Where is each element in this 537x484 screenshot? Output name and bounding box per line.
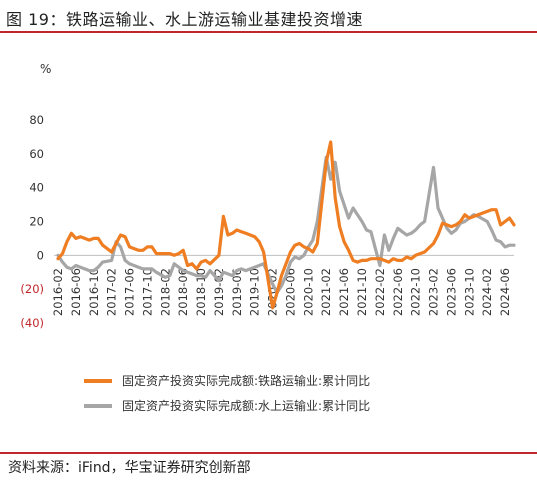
series-line [56,140,516,310]
figure-title: 图 19：铁路运输业、水上游运输业基建投资增速 [6,10,363,29]
line-chart: % 80 60 40 20 0 (20) (40) 2016-02 2016-06 2016-1… [20,62,516,413]
x-tick-label: 2024-06 [498,268,512,316]
x-tick-label: 2018-06 [176,268,190,316]
x-tick-label: 2022-02 [373,268,387,316]
series-lines [56,140,516,310]
x-tick-labels: 2016-02 2016-06 2016-10 2017-02 2017-06 2017-… [51,268,512,316]
x-tick-label: 2023-02 [427,268,441,316]
x-tick-label: 2021-02 [319,268,333,316]
y-tick-label: (40) [20,316,44,330]
figure-header: 图 19：铁路运输业、水上游运输业基建投资增速 [0,0,537,34]
axes-layer: % [40,62,514,256]
x-tick-label: 2022-06 [391,268,405,316]
title-rule [0,31,537,33]
figure-source: 资料来源：iFind，华宝证券研究创新部 [8,460,251,476]
legend: 固定资产投资实际完成额:铁路运输业:累计同比固定资产投资实际完成额:水上运输业:… [84,373,370,413]
x-tick-label: 2023-06 [444,268,458,316]
y-tick-label: 60 [29,147,44,161]
y-tick-label: (20) [20,282,44,296]
x-tick-label: 2021-10 [355,268,369,316]
x-tick-label: 2022-10 [409,268,423,316]
y-unit-label: % [40,62,51,76]
x-tick-label: 2019-10 [248,268,262,316]
x-tick-label: 2018-10 [194,268,208,316]
series-line [56,155,516,295]
x-tick-label: 2024-02 [480,268,494,316]
y-tick-labels: 80 60 40 20 0 (20) (40) [20,113,44,330]
x-tick-label: 2019-06 [230,268,244,316]
x-tick-label: 2017-10 [140,268,154,316]
x-tick-label: 2020-06 [283,268,297,316]
legend-label: 固定资产投资实际完成额:铁路运输业:累计同比 [122,373,370,388]
y-tick-label: 0 [37,248,44,262]
y-tick-label: 40 [29,181,44,195]
x-tick-label: 2016-10 [87,268,101,316]
x-tick-label: 2021-06 [337,268,351,316]
y-tick-label: 20 [29,215,44,229]
x-tick-label: 2016-06 [69,268,83,316]
source-rule [0,452,537,454]
x-tick-label: 2019-02 [212,268,226,316]
y-tick-label: 80 [29,113,44,127]
x-tick-label: 2016-02 [51,268,65,316]
x-tick-label: 2020-10 [301,268,315,316]
x-tick-label: 2018-02 [158,268,172,316]
x-tick-label: 2017-06 [123,268,137,316]
x-tick-label: 2017-02 [105,268,119,316]
legend-label: 固定资产投资实际完成额:水上运输业:累计同比 [122,398,370,413]
x-tick-label: 2023-10 [462,268,476,316]
